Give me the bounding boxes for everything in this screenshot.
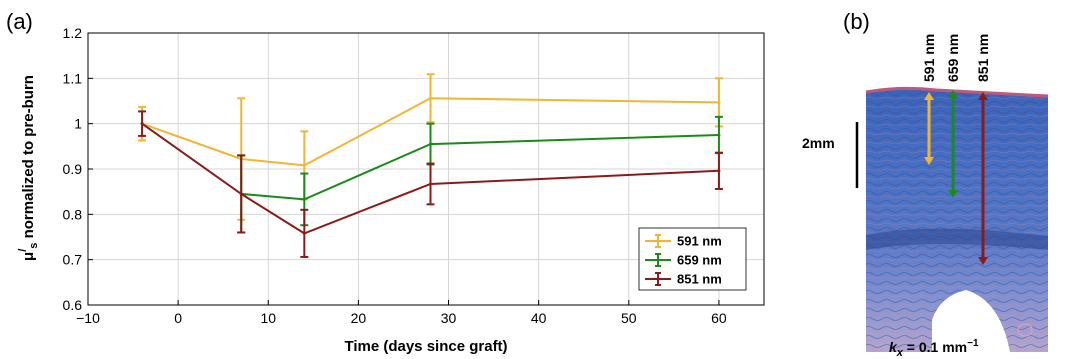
arrow-head-bottom: [948, 190, 958, 198]
histology-follicle-2: [1017, 323, 1033, 337]
arrow-head-bottom: [924, 157, 934, 165]
legend-entry-851-nm: 851 nm: [645, 272, 722, 287]
x-tick-label: 30: [441, 310, 457, 326]
data-point-851-nm: [717, 169, 721, 173]
arrow-head-top: [924, 92, 934, 100]
data-point-851-nm: [429, 182, 433, 186]
kx-exponent: −1: [967, 338, 979, 349]
legend-entry-659-nm: 659 nm: [645, 253, 722, 268]
x-tick-label: −10: [76, 310, 100, 326]
penetration-arrow-851-nm: 851 nm: [975, 34, 991, 265]
data-point-851-nm: [302, 231, 306, 235]
wavelength-label: 851 nm: [975, 34, 991, 82]
x-tick-label: 60: [711, 310, 727, 326]
penetration-arrows: 591 nm 659 nm 851 nm: [921, 34, 991, 265]
histology-epidermis: [865, 86, 1049, 98]
y-tick-label: 0.9: [63, 161, 83, 177]
y-axis-label-prime: /: [17, 249, 29, 252]
legend: 591 nm 659 nm 851 nm: [638, 227, 747, 291]
arrow-head-top: [948, 90, 958, 98]
y-tick-label: 1.2: [63, 25, 83, 41]
data-point-659-nm: [717, 133, 721, 137]
x-tick-label: 40: [531, 310, 547, 326]
y-axis-label-rest: normalized to pre-burn: [20, 75, 37, 243]
y-tick-label: 0.8: [63, 206, 83, 222]
y-tick-label: 0.7: [63, 252, 83, 268]
kx-value: = 0.1 mm: [903, 339, 967, 355]
kx-label: kx = 0.1 mm−1: [889, 338, 979, 359]
wavelength-label: 591 nm: [921, 34, 937, 82]
data-point-659-nm: [429, 142, 433, 146]
axis-ticks: −10 0 10 20 30 40 50 60 0.6 0.7 0.8 0.9 1 1.1 1.2: [63, 25, 727, 326]
histology-panel: 2mm 591 nm 659 nm 851 nm kx = 0.1 mm−1: [802, 34, 1049, 359]
legend-entry-591-nm: 591 nm: [645, 234, 722, 249]
legend-label: 659 nm: [677, 253, 722, 268]
x-tick-label: 0: [174, 310, 182, 326]
svg-text:μ/s normalized to pre-burn: μ/s normalized to pre-burn: [17, 75, 40, 261]
y-tick-label: 0.6: [63, 297, 83, 313]
y-axis-label: μ/s normalized to pre-burn: [17, 75, 40, 261]
histology-fiber-texture: [866, 88, 1048, 352]
data-point-591-nm: [429, 96, 433, 100]
y-tick-label: 1: [74, 116, 82, 132]
x-axis-label: Time (days since graft): [344, 338, 507, 355]
data-point-851-nm: [140, 122, 144, 126]
panel-b-label: (b): [843, 9, 870, 34]
histology-dermal-band: [866, 228, 1048, 250]
y-axis-label-mu: μ: [20, 252, 37, 261]
arrow-head-top: [978, 92, 988, 100]
scale-bar-label: 2mm: [802, 135, 835, 151]
wavelength-label: 659 nm: [945, 34, 961, 82]
penetration-arrow-591-nm: 591 nm: [921, 34, 937, 165]
kx-subscript: x: [896, 347, 904, 359]
x-tick-label: 20: [351, 310, 367, 326]
data-point-591-nm: [717, 100, 721, 104]
data-point-659-nm: [302, 197, 306, 201]
series-line-659-nm: [241, 134, 719, 201]
series-layer: [138, 73, 723, 258]
penetration-arrow-659-nm: 659 nm: [945, 34, 961, 198]
y-axis-label-sub: s: [28, 243, 40, 249]
legend-label: 851 nm: [677, 272, 722, 287]
legend-label: 591 nm: [677, 234, 722, 249]
panel-a-label: (a): [6, 9, 33, 34]
x-tick-label: 50: [621, 310, 637, 326]
histology-follicle: [975, 310, 995, 326]
data-point-851-nm: [239, 192, 243, 196]
data-point-591-nm: [302, 163, 306, 167]
kx-symbol: k: [889, 339, 898, 355]
series-851-nm: [138, 110, 723, 258]
x-tick-label: 10: [260, 310, 276, 326]
y-tick-label: 1.1: [63, 70, 83, 86]
arrow-head-bottom: [978, 257, 988, 265]
